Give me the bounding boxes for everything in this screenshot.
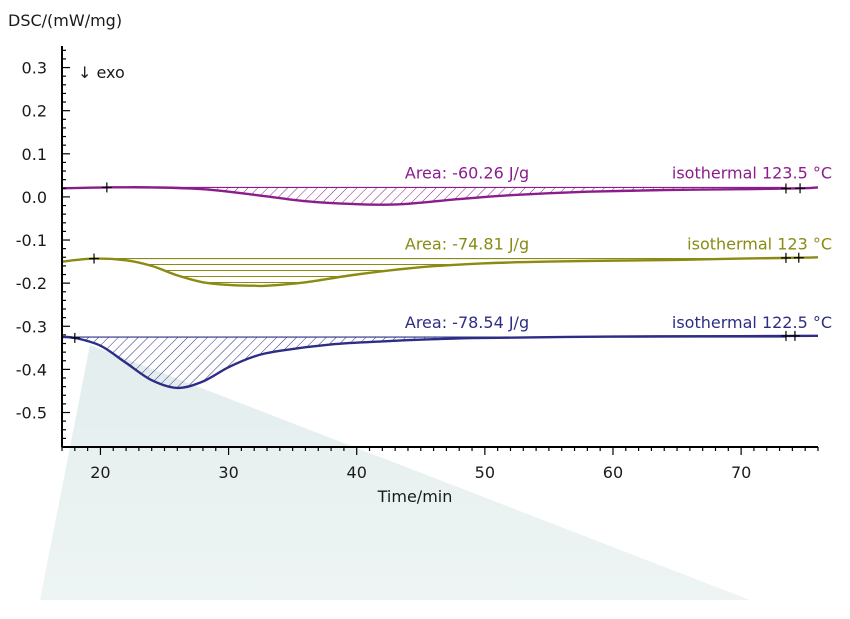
series-3-line — [61, 334, 819, 390]
series-1-area — [106, 187, 787, 205]
x-tick-label: 30 — [218, 463, 238, 482]
series-3-area — [74, 337, 787, 388]
series-3-marker — [780, 330, 791, 341]
series-3-marker — [69, 332, 80, 343]
x-tick-label: 50 — [475, 463, 495, 482]
y-tick-label: 0.1 — [22, 145, 47, 164]
series-1-marker — [795, 183, 806, 194]
plot-area: Area: -60.26 J/g isothermal 123.5 °CArea:… — [61, 163, 832, 390]
series-2-marker — [89, 253, 100, 264]
series-1-name-label: isothermal 123.5 °C — [672, 163, 832, 182]
series-3-name-label: isothermal 122.5 °C — [672, 313, 832, 332]
y-axis-title: DSC/(mW/mg) — [8, 11, 122, 30]
series-1: Area: -60.26 J/g isothermal 123.5 °C — [61, 163, 832, 206]
y-tick-label: -0.4 — [16, 360, 47, 379]
y-tick-label: 0.2 — [22, 102, 47, 121]
series-1-area-label: Area: -60.26 J/g — [405, 163, 529, 182]
x-axis-title: Time/min — [377, 487, 453, 506]
series-2: Area: -74.81 J/g isothermal 123 °C — [61, 235, 832, 288]
x-tick-label: 70 — [731, 463, 751, 482]
series-3-area-label: Area: -78.54 J/g — [405, 313, 529, 332]
x-tick-label: 40 — [347, 463, 367, 482]
y-tick-label: 0.0 — [22, 188, 47, 207]
series-1-marker — [780, 183, 791, 194]
x-tick-label: 20 — [90, 463, 110, 482]
series-2-marker — [780, 252, 791, 263]
exo-annotation: ↓ exo — [78, 63, 125, 82]
series-2-marker — [793, 252, 804, 263]
series-2-area-label: Area: -74.81 J/g — [405, 235, 529, 254]
y-tick-label: -0.1 — [16, 231, 47, 250]
series-1-marker — [101, 182, 112, 193]
y-tick-label: -0.5 — [16, 404, 47, 423]
series-1-line — [61, 186, 819, 206]
y-tick-label: -0.3 — [16, 317, 47, 336]
series-2-line — [61, 256, 819, 288]
series-3-marker — [789, 330, 800, 341]
background-wedge — [40, 345, 750, 600]
y-tick-label: -0.2 — [16, 274, 47, 293]
series-2-area — [94, 258, 786, 286]
y-tick-label: 0.3 — [22, 59, 47, 78]
series-3: Area: -78.54 J/g isothermal 122.5 °C — [61, 313, 832, 390]
axes: 0.3 0.2 0.1 0.0 -0.1 -0.2 -0.3 -0.4 -0.5 20 30 40 50… — [16, 46, 819, 482]
x-tick-label: 60 — [603, 463, 623, 482]
series-2-name-label: isothermal 123 °C — [687, 235, 832, 254]
